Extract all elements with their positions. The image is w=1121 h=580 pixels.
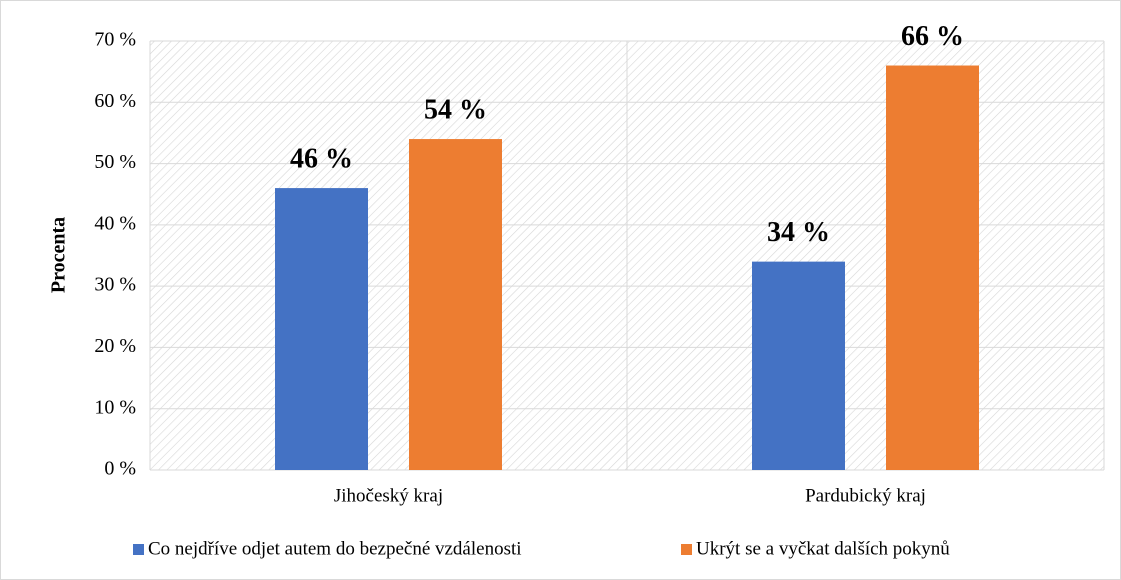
data-label: 34 % (767, 217, 830, 248)
y-tick-label: 30 % (94, 274, 136, 296)
y-tick-label: 70 % (94, 29, 136, 51)
bar (752, 261, 845, 470)
data-label: 46 % (290, 144, 353, 175)
data-label: 54 % (424, 94, 487, 125)
legend-label: Co nejdříve odjet autem do bezpečné vzdá… (148, 538, 522, 559)
x-tick-label: Jihočeský kraj (334, 485, 443, 506)
y-tick-label: 50 % (94, 151, 136, 173)
y-tick-label: 0 % (104, 458, 136, 480)
legend-swatch (681, 544, 692, 555)
y-tick-label: 60 % (94, 90, 136, 112)
legend-swatch (133, 544, 144, 555)
y-tick-label: 20 % (94, 335, 136, 357)
bar (886, 65, 979, 470)
data-label: 66 % (901, 21, 964, 52)
y-axis-title: Procenta (48, 217, 70, 293)
y-tick-label: 40 % (94, 212, 136, 234)
y-tick-label: 10 % (94, 396, 136, 418)
bar (409, 139, 502, 471)
legend-label: Ukrýt se a vyčkat dalších pokynů (696, 538, 950, 559)
bar (275, 188, 368, 471)
x-tick-label: Pardubický kraj (805, 485, 926, 506)
